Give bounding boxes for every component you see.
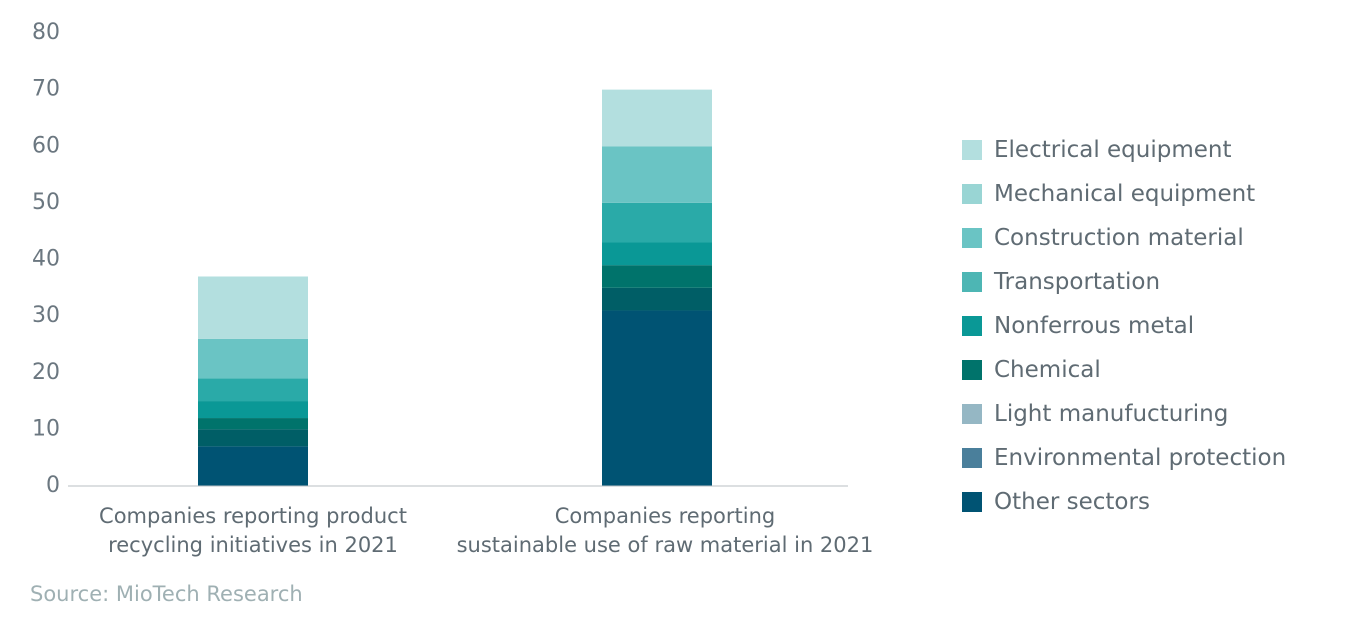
legend-item-electrical-equipment: Electrical equipment <box>962 128 1286 172</box>
legend-item-chemical: Chemical <box>962 348 1286 392</box>
legend-swatch <box>962 492 982 512</box>
bar-segment <box>602 310 712 486</box>
legend-swatch <box>962 316 982 336</box>
legend-item-environmental-protection: Environmental protection <box>962 436 1286 480</box>
x-category-label: recycling initiatives in 2021 <box>108 533 398 557</box>
legend-swatch <box>962 448 982 468</box>
y-tick-label: 70 <box>32 77 60 102</box>
legend-item-other-sectors: Other sectors <box>962 480 1286 524</box>
x-category-label: Companies reporting <box>555 504 775 528</box>
legend-label: Transportation <box>994 269 1161 295</box>
legend-item-light-manufucturing: Light manufucturing <box>962 392 1286 436</box>
legend-swatch <box>962 360 982 380</box>
legend-swatch <box>962 404 982 424</box>
bar-segment <box>602 265 712 288</box>
source-note: Source: MioTech Research <box>30 582 303 606</box>
legend-swatch <box>962 272 982 292</box>
legend-item-mechanical-equipment: Mechanical equipment <box>962 172 1286 216</box>
x-category-label: sustainable use of raw material in 2021 <box>457 533 874 557</box>
bar-segment <box>198 378 308 402</box>
bar-segment <box>198 338 308 379</box>
legend-label: Electrical equipment <box>994 137 1232 163</box>
y-tick-label: 60 <box>32 133 60 158</box>
legend-label: Construction material <box>994 225 1244 251</box>
y-tick-label: 30 <box>32 303 60 328</box>
bar-segment <box>602 89 712 147</box>
y-tick-label: 20 <box>32 360 60 385</box>
y-tick-label: 50 <box>32 190 60 215</box>
x-category-label: Companies reporting product <box>99 504 407 528</box>
legend-swatch <box>962 140 982 160</box>
bar-segment <box>198 276 308 339</box>
bar-segment <box>602 146 712 203</box>
y-tick-label: 40 <box>32 247 60 272</box>
bar-stacks <box>198 89 712 486</box>
bar-segment <box>198 429 308 447</box>
y-tick-label: 10 <box>32 416 60 441</box>
legend-label: Nonferrous metal <box>994 313 1195 339</box>
legend-label: Chemical <box>994 357 1101 383</box>
bar-segment <box>602 287 712 311</box>
y-axis-ticks: 0 10 20 30 40 50 60 70 80 <box>32 20 60 498</box>
y-tick-label: 80 <box>32 20 60 45</box>
bar-segment <box>602 202 712 243</box>
legend-item-nonferrous-metal: Nonferrous metal <box>962 304 1286 348</box>
legend-label: Light manufucturing <box>994 401 1229 427</box>
legend-label: Environmental protection <box>994 445 1287 471</box>
y-tick-label: 0 <box>46 473 60 498</box>
legend-item-construction-material: Construction material <box>962 216 1286 260</box>
legend-item-transportation: Transportation <box>962 260 1286 304</box>
legend-label: Other sectors <box>994 489 1150 515</box>
bar-segment <box>198 418 308 430</box>
chart-legend: Electrical equipment Mechanical equipmen… <box>962 128 1286 524</box>
bar-segment <box>198 401 308 419</box>
legend-label: Mechanical equipment <box>994 181 1256 207</box>
bar-segment <box>602 242 712 266</box>
category-labels: Companies reporting product recycling ini… <box>99 504 873 557</box>
bar-segment <box>198 446 308 486</box>
legend-swatch <box>962 228 982 248</box>
legend-swatch <box>962 184 982 204</box>
stacked-bar-chart: 0 10 20 30 40 50 60 70 80 Companies reporting pr… <box>32 20 873 557</box>
